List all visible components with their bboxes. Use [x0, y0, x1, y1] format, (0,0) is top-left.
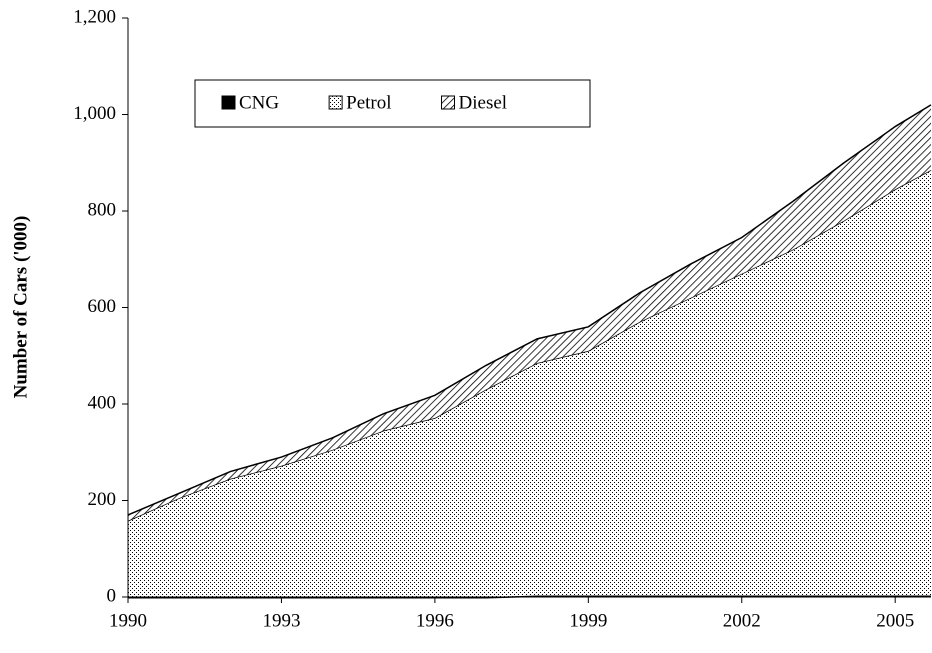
y-tick-label: 800 [88, 199, 117, 220]
y-axis-label: Number of Cars ('000) [10, 216, 31, 399]
x-tick-label: 1996 [416, 610, 454, 631]
legend-swatch [221, 95, 236, 110]
x-tick-label: 1993 [262, 610, 300, 631]
legend-label: Diesel [459, 92, 508, 113]
x-tick-label: 1999 [569, 610, 607, 631]
y-tick-label: 0 [107, 585, 117, 606]
y-tick-label: 400 [88, 392, 117, 413]
legend-label: Petrol [346, 92, 391, 113]
x-tick-label: 1990 [109, 610, 147, 631]
legend-swatch [328, 95, 343, 110]
legend-swatch [441, 95, 456, 110]
y-tick-label: 1,000 [73, 103, 116, 124]
legend [194, 79, 591, 128]
y-tick-label: 600 [88, 296, 117, 317]
y-tick-label: 1,200 [73, 6, 116, 27]
x-tick-label: 2002 [723, 610, 761, 631]
area-edge [127, 104, 932, 516]
legend-label: CNG [239, 92, 279, 113]
y-tick-label: 200 [88, 489, 117, 510]
area [128, 169, 931, 598]
x-tick-label: 2005 [876, 610, 914, 631]
